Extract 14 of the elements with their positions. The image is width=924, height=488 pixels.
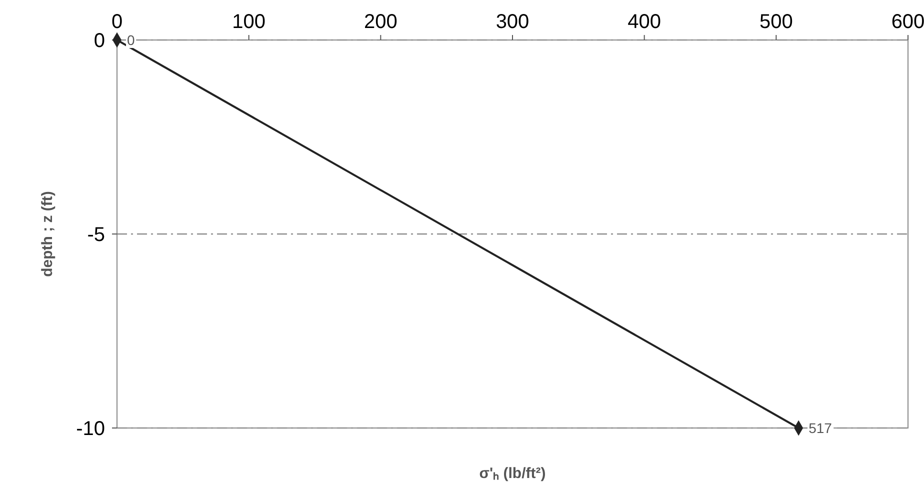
x-tick-label: 300 bbox=[496, 11, 530, 33]
y-tick-label: -5 bbox=[87, 224, 105, 246]
y-axis-title: depth ; z (ft) bbox=[39, 191, 56, 277]
x-tick-label: 200 bbox=[364, 11, 398, 33]
annotation: 517 bbox=[808, 420, 832, 436]
x-tick-label: 100 bbox=[232, 11, 266, 33]
x-tick-label: 600 bbox=[891, 11, 924, 33]
x-tick-label: 500 bbox=[759, 11, 793, 33]
y-tick-label: -10 bbox=[76, 418, 105, 440]
y-tick-label: 0 bbox=[94, 30, 105, 52]
x-axis-title: σ'ₕ (lb/ft²) bbox=[479, 465, 546, 482]
annotation: 0 bbox=[127, 32, 135, 48]
x-tick-label: 0 bbox=[111, 11, 123, 33]
x-tick-label: 400 bbox=[628, 11, 662, 33]
